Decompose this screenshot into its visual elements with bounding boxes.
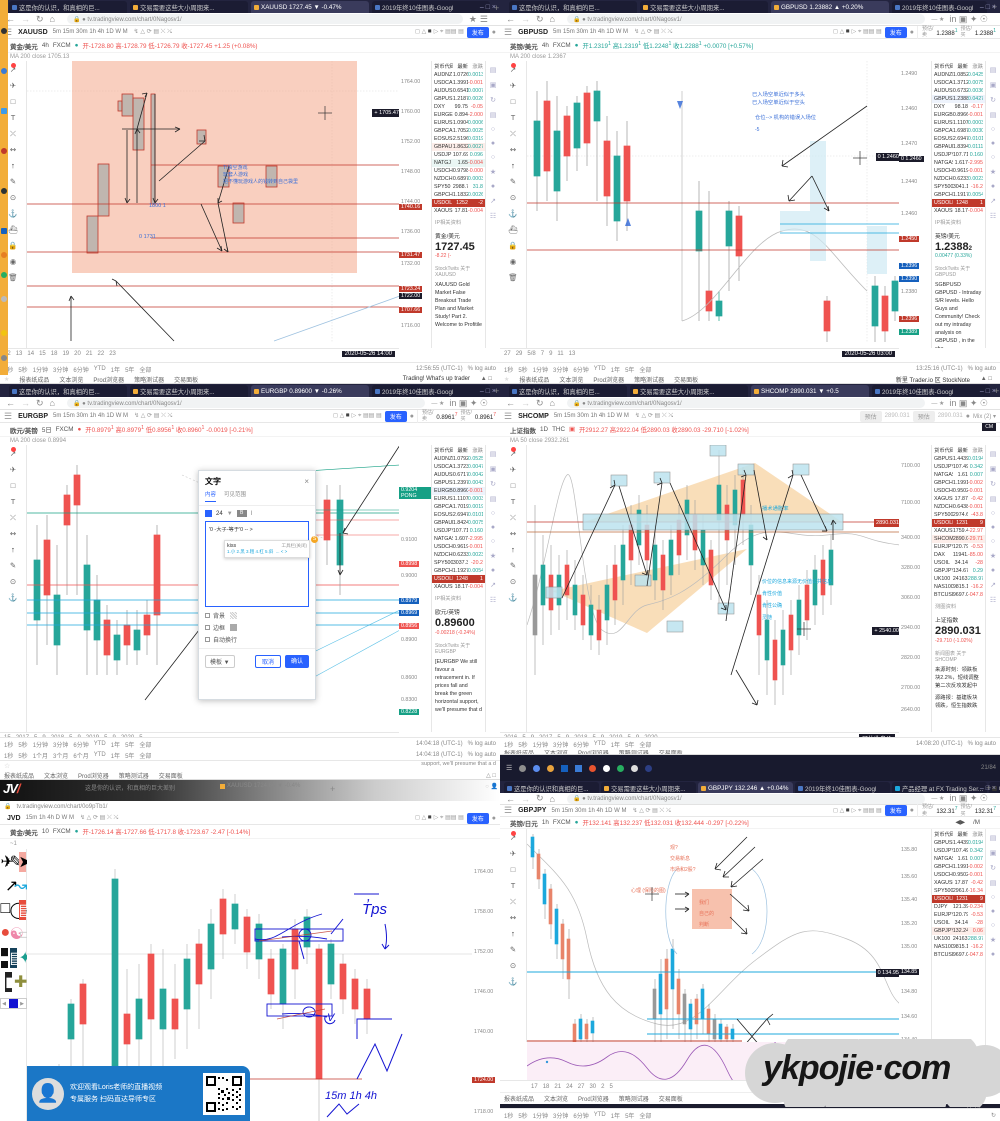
svg-text:玩套人游戏: 玩套人游戏 xyxy=(223,171,248,178)
svg-text:判断: 判断 xyxy=(699,921,709,928)
svg-text:把不懂玩游戏人的钱转到自己袋里: 把不懂玩游戏人的钱转到自己袋里 xyxy=(223,178,298,185)
svg-text:价位的信息来源无价值公共信息: 价位的信息来源无价值公共信息 xyxy=(762,578,832,585)
svg-text:自己的: 自己的 xyxy=(699,910,714,917)
svg-text:灵随: 灵随 xyxy=(762,614,772,621)
svg-text:心理 (保险的图): 心理 (保险的图) xyxy=(631,887,666,894)
svg-text:T̓ps: T̓ps xyxy=(362,899,388,918)
svg-text:已入场空单近似于空头: 已入场空单近似于空头 xyxy=(752,98,805,106)
svg-text:仓位--> 机构的错误入场位: 仓位--> 机构的错误入场位 xyxy=(755,113,817,121)
svg-text:T!袋空游戏: T!袋空游戏 xyxy=(223,164,247,171)
svg-text:15m 1h 4h: 15m 1h 4h xyxy=(325,1090,377,1102)
svg-text:已入场空单近似于多头: 已入场空单近似于多头 xyxy=(752,90,805,98)
svg-text:-5: -5 xyxy=(755,127,760,133)
svg-text:交易新息: 交易新息 xyxy=(670,855,690,862)
svg-text:播术通胀率: 播术通胀率 xyxy=(762,504,789,512)
svg-text:0 1731: 0 1731 xyxy=(139,234,156,240)
svg-text:肯性公确: 肯性公确 xyxy=(762,602,782,609)
svg-text:市场和2股?: 市场和2股? xyxy=(670,866,696,873)
svg-text:观?: 观? xyxy=(670,845,678,851)
svg-text:肯性价值: 肯性价值 xyxy=(762,590,782,597)
svg-text:我们: 我们 xyxy=(699,899,709,906)
svg-text:1800 1: 1800 1 xyxy=(149,203,166,209)
svg-text:V: V xyxy=(327,1012,336,1024)
